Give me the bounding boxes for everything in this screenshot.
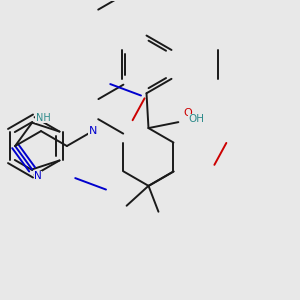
Text: N: N bbox=[34, 171, 42, 181]
Text: O: O bbox=[183, 108, 192, 118]
Text: NH: NH bbox=[36, 113, 50, 123]
Text: N: N bbox=[88, 126, 97, 136]
Text: OH: OH bbox=[188, 114, 204, 124]
